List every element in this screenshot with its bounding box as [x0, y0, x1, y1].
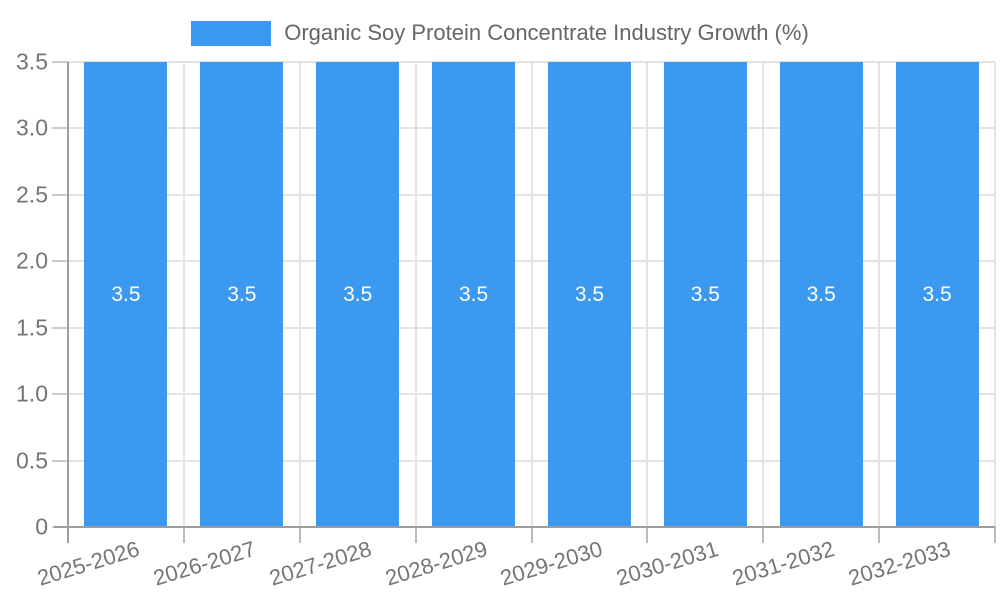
legend-swatch[interactable]: [191, 20, 272, 46]
x-axis-tick: [414, 527, 417, 543]
y-axis-tick: [52, 393, 68, 396]
gridline-vertical: [994, 62, 996, 527]
bar: [316, 62, 400, 527]
bar-value-label: 3.5: [574, 282, 605, 306]
y-tick-label: 1.5: [16, 314, 48, 341]
x-axis-line: [54, 526, 995, 528]
gridline-vertical: [414, 62, 417, 527]
y-axis-line: [67, 62, 69, 543]
x-tick-label: 2026-2027: [150, 536, 259, 591]
gridline-vertical: [878, 62, 881, 527]
x-axis-tick: [646, 527, 649, 543]
gridline-vertical: [182, 62, 185, 527]
x-tick-label: 2029-2030: [497, 536, 606, 591]
x-tick-label: 2027-2028: [266, 536, 374, 591]
y-axis-tick: [52, 193, 68, 196]
legend-label: Organic Soy Protein Concentrate Industry…: [284, 20, 809, 45]
bar-value-label: 3.5: [806, 282, 836, 306]
bar-value-label: 3.5: [458, 282, 489, 306]
bar: [200, 62, 284, 527]
x-axis-tick: [182, 527, 185, 543]
bar-value-label: 3.5: [922, 282, 952, 306]
y-tick-label: 3.0: [16, 114, 48, 141]
gridline-vertical: [762, 62, 765, 527]
y-axis-tick: [52, 326, 68, 329]
bar: [432, 62, 516, 527]
x-axis-tick: [530, 527, 533, 543]
x-tick-label: 2031-2032: [729, 536, 838, 591]
gridline-vertical: [298, 62, 301, 527]
bar: [663, 62, 747, 527]
y-axis-tick: [52, 61, 68, 63]
bar: [84, 62, 168, 527]
x-axis-tick: [994, 527, 996, 543]
chart-legend[interactable]: Organic Soy Protein Concentrate Industry…: [0, 18, 1000, 48]
gridline-vertical: [530, 62, 533, 527]
x-tick-label: 2028-2029: [381, 536, 490, 591]
y-axis-tick: [52, 459, 68, 462]
y-tick-label: 1.0: [16, 380, 48, 407]
y-axis-tick: [52, 260, 68, 263]
bar-value-label: 3.5: [111, 282, 141, 306]
y-tick-label: 0: [35, 513, 48, 540]
x-tick-label: 2032-2033: [845, 536, 954, 591]
x-axis-tick: [298, 527, 301, 543]
bar: [547, 62, 631, 527]
bar: [779, 62, 863, 527]
x-tick-label: 2030-2031: [613, 536, 722, 591]
x-axis-tick: [762, 527, 765, 543]
bar-value-label: 3.5: [690, 282, 720, 306]
bar-value-label: 3.5: [343, 282, 373, 306]
x-tick-label: 2025-2026: [34, 536, 143, 591]
bar: [895, 62, 979, 527]
y-tick-label: 3.5: [16, 48, 48, 75]
y-axis-tick: [52, 127, 68, 130]
y-tick-label: 2.5: [16, 181, 48, 208]
x-axis-tick: [878, 527, 881, 543]
bar-value-label: 3.5: [227, 282, 257, 306]
y-tick-label: 2.0: [16, 247, 48, 274]
gridline-vertical: [646, 62, 649, 527]
y-tick-label: 0.5: [16, 447, 48, 474]
